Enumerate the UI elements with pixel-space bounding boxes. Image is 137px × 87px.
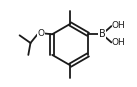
Text: B: B: [99, 29, 105, 39]
Text: O: O: [38, 29, 45, 38]
Text: OH: OH: [112, 21, 125, 30]
Text: OH: OH: [112, 38, 125, 47]
